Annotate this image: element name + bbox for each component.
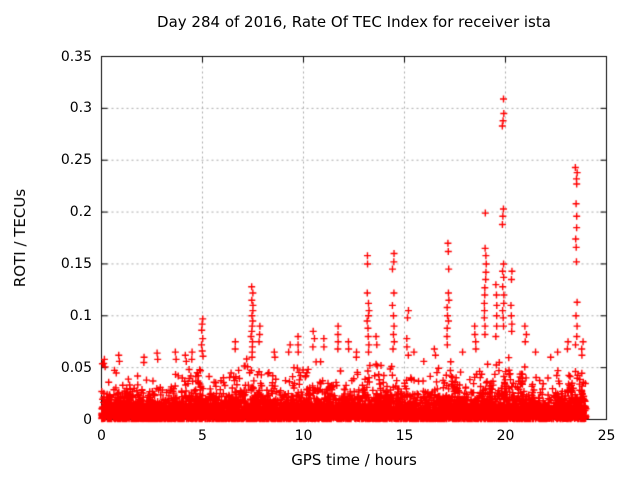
x-tick-label-5: 5 [198, 428, 207, 444]
y-tick-label-0.2: 0.2 [69, 204, 92, 221]
x-axis-label: GPS time / hours [291, 451, 417, 469]
x-tick-label-10: 10 [294, 428, 313, 444]
y-tick-label-0.1: 0.1 [69, 307, 92, 324]
x-tick-label-15: 15 [395, 428, 414, 444]
x-tick-label-20: 20 [496, 428, 515, 444]
x-tick-label-0: 0 [97, 428, 106, 444]
x-tick-label-25: 25 [597, 428, 616, 444]
chart-title: Day 284 of 2016, Rate Of TEC Index for r… [157, 13, 551, 31]
y-tick-label-0.35: 0.35 [60, 48, 92, 65]
y-tick-label-0.3: 0.3 [69, 100, 92, 117]
y-tick-label-0.05: 0.05 [60, 359, 92, 376]
y-tick-label-0: 0 [83, 411, 92, 428]
y-axis-label: ROTI / TECUs [11, 188, 29, 288]
y-tick-label-0.25: 0.25 [60, 152, 92, 169]
y-tick-label-0.15: 0.15 [60, 255, 92, 272]
